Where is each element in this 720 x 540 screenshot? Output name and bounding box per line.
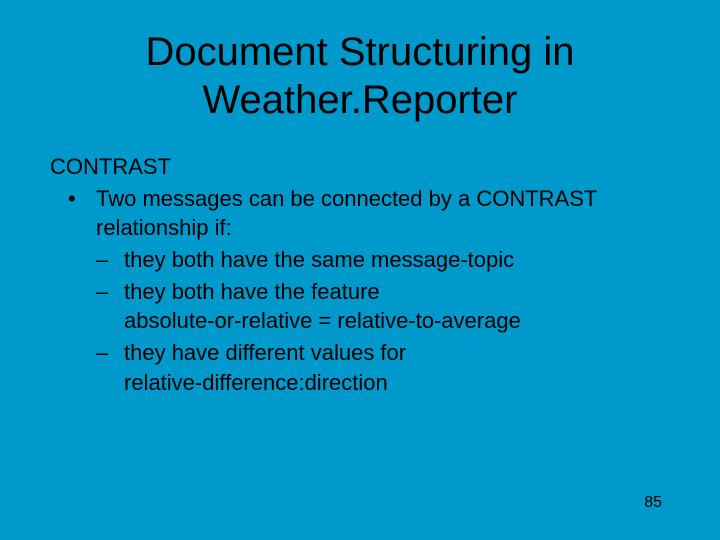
bullet-sub-2: – they both have the feature absolute-or… [96,277,670,336]
bullet-sub-2-line-2: absolute-or-relative = relative-to-avera… [124,308,521,333]
bullet-main: • Two messages can be connected by a CON… [68,184,670,243]
page-number: 85 [644,494,662,512]
title-line-2: Weather.Reporter [203,78,518,122]
bullet-sub-3-line-1: they have different values for [124,340,406,365]
bullet-sub-3-line-2: relative-difference:direction [124,370,388,395]
slide-title: Document Structuring in Weather.Reporter [50,28,670,124]
bullet-main-text: Two messages can be connected by a CONTR… [96,184,670,243]
bullet-sub-1-text: they both have the same message-topic [124,245,670,275]
bullet-sub-3: – they have different values for relativ… [96,338,670,397]
title-line-1: Document Structuring in [145,30,574,74]
dash-marker: – [96,338,124,397]
bullet-sub-1: – they both have the same message-topic [96,245,670,275]
bullet-marker: • [68,184,96,243]
bullet-sub-3-text: they have different values for relative-… [124,338,670,397]
bullet-sub-2-line-1: they both have the feature [124,279,380,304]
dash-marker: – [96,277,124,336]
subheading: CONTRAST [50,152,670,182]
dash-marker: – [96,245,124,275]
bullet-sub-2-text: they both have the feature absolute-or-r… [124,277,670,336]
bullet-main-line-1: Two messages can be connected by a CONTR… [96,186,597,211]
slide-body: CONTRAST • Two messages can be connected… [50,152,670,398]
bullet-main-line-2: relationship if: [96,215,232,240]
slide: Document Structuring in Weather.Reporter… [0,0,720,540]
